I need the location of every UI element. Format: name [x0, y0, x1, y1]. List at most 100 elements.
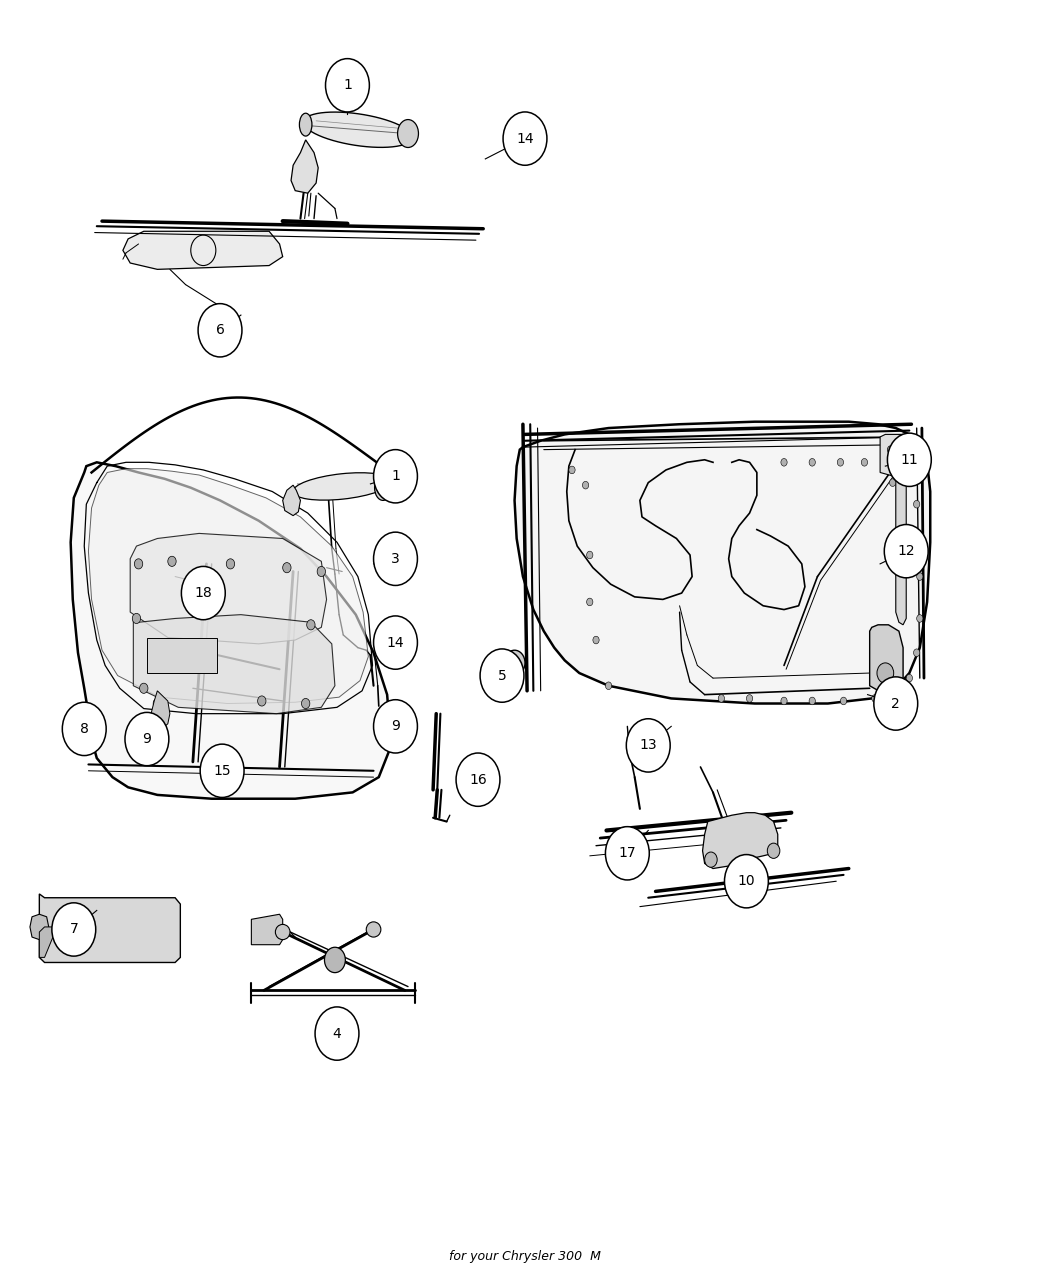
Circle shape	[906, 674, 912, 682]
Ellipse shape	[366, 922, 381, 937]
Circle shape	[892, 687, 899, 695]
Circle shape	[317, 566, 326, 576]
Text: 15: 15	[213, 764, 231, 778]
Polygon shape	[896, 441, 906, 625]
Text: 14: 14	[517, 131, 533, 145]
Circle shape	[587, 551, 593, 558]
Text: 10: 10	[737, 875, 755, 889]
Text: 5: 5	[498, 668, 506, 682]
Circle shape	[900, 456, 906, 464]
Circle shape	[587, 598, 593, 606]
Polygon shape	[70, 463, 392, 798]
Polygon shape	[303, 112, 413, 148]
Circle shape	[747, 695, 753, 703]
Ellipse shape	[375, 476, 392, 500]
Circle shape	[837, 459, 843, 467]
Text: 7: 7	[69, 923, 78, 936]
Ellipse shape	[299, 113, 312, 136]
Circle shape	[724, 854, 769, 908]
Circle shape	[606, 826, 649, 880]
Circle shape	[887, 446, 894, 454]
Circle shape	[718, 695, 724, 703]
Circle shape	[503, 112, 547, 166]
Circle shape	[884, 524, 928, 578]
Text: 11: 11	[901, 453, 919, 467]
Polygon shape	[514, 422, 930, 704]
Circle shape	[134, 558, 143, 569]
Polygon shape	[130, 533, 327, 644]
Circle shape	[917, 572, 923, 580]
Circle shape	[153, 699, 162, 709]
Circle shape	[606, 682, 612, 690]
Text: 13: 13	[639, 738, 657, 752]
Circle shape	[781, 697, 788, 705]
Circle shape	[810, 459, 816, 467]
Text: 6: 6	[215, 324, 225, 338]
Circle shape	[504, 650, 525, 676]
Circle shape	[374, 616, 418, 669]
Circle shape	[914, 500, 920, 507]
Circle shape	[914, 649, 920, 657]
Polygon shape	[251, 914, 282, 945]
Polygon shape	[147, 638, 217, 673]
Circle shape	[768, 843, 780, 858]
Ellipse shape	[293, 473, 392, 500]
Circle shape	[132, 613, 141, 623]
Text: 14: 14	[386, 635, 404, 649]
Circle shape	[861, 459, 867, 467]
Text: 9: 9	[391, 719, 400, 733]
Circle shape	[889, 479, 896, 487]
Circle shape	[877, 663, 894, 683]
Circle shape	[917, 615, 923, 622]
Circle shape	[456, 754, 500, 806]
Circle shape	[874, 677, 918, 731]
Circle shape	[374, 700, 418, 754]
Text: 18: 18	[194, 586, 212, 601]
Circle shape	[182, 566, 226, 620]
Circle shape	[227, 558, 234, 569]
Circle shape	[315, 1007, 359, 1061]
Circle shape	[781, 459, 788, 467]
Polygon shape	[282, 486, 300, 515]
Circle shape	[168, 556, 176, 566]
Circle shape	[140, 683, 148, 694]
Polygon shape	[702, 812, 778, 868]
Circle shape	[917, 534, 923, 542]
Circle shape	[887, 434, 931, 487]
Polygon shape	[39, 927, 53, 958]
Polygon shape	[151, 691, 170, 729]
Circle shape	[62, 703, 106, 756]
Circle shape	[201, 745, 244, 797]
Circle shape	[740, 856, 753, 871]
Polygon shape	[291, 140, 318, 194]
Ellipse shape	[275, 924, 290, 940]
Text: 1: 1	[343, 78, 352, 92]
Polygon shape	[123, 231, 282, 269]
Polygon shape	[30, 914, 48, 940]
Circle shape	[626, 719, 670, 773]
Text: 17: 17	[618, 847, 636, 861]
Circle shape	[705, 852, 717, 867]
Circle shape	[257, 696, 266, 706]
Polygon shape	[880, 435, 920, 479]
Text: 4: 4	[333, 1026, 341, 1040]
Circle shape	[872, 695, 878, 703]
Circle shape	[569, 467, 575, 474]
Circle shape	[282, 562, 291, 572]
Circle shape	[583, 482, 589, 490]
Polygon shape	[39, 894, 181, 963]
Circle shape	[374, 450, 418, 502]
Circle shape	[889, 467, 896, 474]
Circle shape	[301, 699, 310, 709]
Polygon shape	[133, 615, 335, 714]
Circle shape	[374, 532, 418, 585]
Text: for your Chrysler 300  M: for your Chrysler 300 M	[449, 1251, 601, 1264]
Circle shape	[480, 649, 524, 703]
Text: 8: 8	[80, 722, 88, 736]
Circle shape	[810, 697, 816, 705]
Ellipse shape	[398, 120, 419, 148]
Circle shape	[324, 947, 345, 973]
Circle shape	[51, 903, 96, 956]
Circle shape	[840, 697, 846, 705]
Text: 3: 3	[391, 552, 400, 566]
